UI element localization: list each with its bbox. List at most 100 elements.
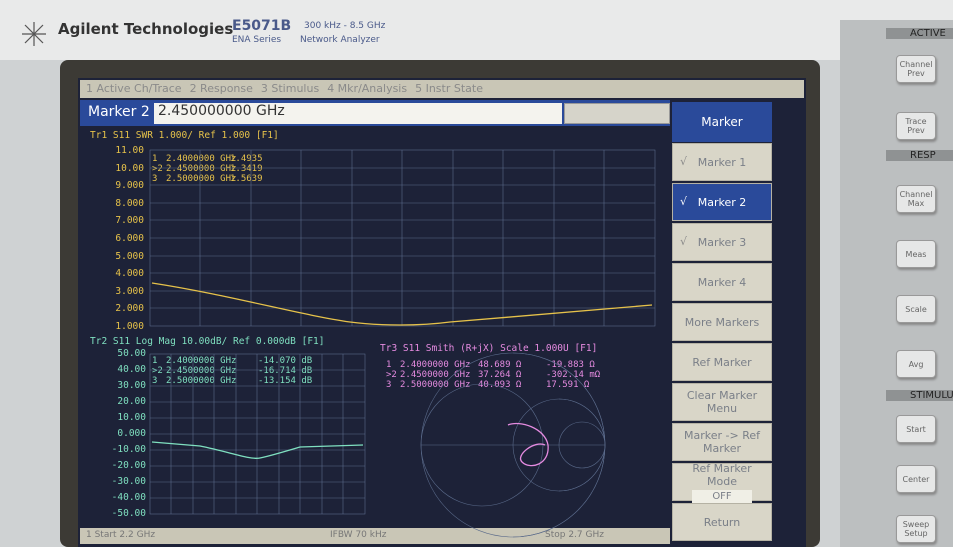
hw-button[interactable]: Meas bbox=[896, 240, 936, 268]
marker-cell: 1 bbox=[386, 360, 392, 370]
brand: Agilent Technologies bbox=[58, 20, 234, 38]
entry-buttons bbox=[564, 103, 670, 124]
y-tick-label: 5.000 bbox=[115, 250, 144, 262]
y-tick-label: 10.00 bbox=[115, 162, 144, 174]
softkey[interactable]: Marker 2 bbox=[672, 183, 772, 221]
softkey-label: Clear Marker Menu bbox=[686, 389, 758, 415]
softkey-label: Marker 1 bbox=[697, 155, 747, 169]
menu-item[interactable]: 3 Stimulus bbox=[260, 82, 320, 95]
softkey[interactable]: Ref Marker Mode OFF bbox=[672, 461, 772, 503]
y-tick-label: 1.000 bbox=[115, 321, 144, 332]
hw-button[interactable]: Scale bbox=[896, 295, 936, 323]
marker-cell: -13.154 dB bbox=[258, 376, 313, 386]
softkey[interactable]: Return bbox=[672, 503, 772, 541]
y-tick-label: 0.000 bbox=[117, 428, 146, 439]
y-tick-label: 50.00 bbox=[117, 348, 146, 359]
status-stop: Stop 2.7 GHz bbox=[545, 530, 604, 540]
y-tick-label: 6.000 bbox=[115, 233, 144, 244]
softkey[interactable]: Marker 3 bbox=[672, 223, 772, 261]
softkey[interactable]: Clear Marker Menu bbox=[672, 383, 772, 421]
y-tick-label: -30.00 bbox=[111, 476, 146, 487]
status-start: 1 Start 2.2 GHz bbox=[86, 530, 156, 540]
softkey-label: Return bbox=[703, 515, 741, 529]
trace-header: Tr1 S11 SWR 1.000/ Ref 1.000 [F1] bbox=[90, 130, 279, 141]
marker-cell: 1.3419 bbox=[230, 164, 263, 174]
menu-item[interactable]: 1 Active Ch/Trace bbox=[86, 82, 182, 95]
marker-cell: 2.5000000 GHz bbox=[166, 174, 237, 184]
y-tick-label: 8.000 bbox=[115, 197, 144, 209]
marker-cell: -16.714 dB bbox=[258, 366, 313, 376]
entry-label: Marker 2 bbox=[88, 104, 150, 120]
panel-group-title: RESP bbox=[886, 150, 953, 161]
model: E5071B bbox=[232, 18, 292, 34]
marker-cell: 2.4500000 GHz bbox=[166, 366, 237, 376]
softkey[interactable]: More Markers bbox=[672, 303, 772, 341]
softkey-label: Ref Marker Mode bbox=[692, 461, 752, 488]
y-tick-label: -20.00 bbox=[111, 460, 146, 471]
marker-cell: >2 bbox=[152, 366, 163, 376]
marker-cell: 1 bbox=[152, 356, 158, 366]
marker-cell: 48.689 Ω bbox=[478, 360, 522, 370]
trace-header: Tr2 S11 Log Mag 10.00dB/ Ref 0.000dB [F1… bbox=[90, 336, 325, 347]
marker-cell: >2 bbox=[152, 164, 163, 174]
marker-cell: 2.5000000 GHz bbox=[400, 380, 471, 390]
menu-bar bbox=[80, 80, 804, 98]
marker-cell: -19.883 Ω bbox=[546, 360, 595, 370]
entry-field[interactable]: 2.450000000 GHz bbox=[154, 103, 562, 124]
softkey[interactable]: Ref Marker bbox=[672, 343, 772, 381]
marker-cell: 2.4500000 GHz bbox=[166, 164, 237, 174]
y-tick-label: 11.00 bbox=[115, 145, 144, 156]
menu-item[interactable]: 5 Instr State bbox=[415, 82, 483, 95]
product: Network Analyzer bbox=[300, 35, 380, 45]
softkey[interactable]: Marker 4 bbox=[672, 263, 772, 301]
marker-cell: >2 bbox=[386, 370, 397, 380]
hw-button[interactable]: Center bbox=[896, 465, 936, 493]
menu-item[interactable]: 4 Mkr/Analysis bbox=[327, 82, 408, 95]
softkey-label: Marker 3 bbox=[697, 235, 747, 249]
y-tick-label: 10.00 bbox=[117, 412, 146, 423]
marker-cell: 3 bbox=[386, 380, 392, 390]
check: √ bbox=[680, 235, 688, 248]
marker-cell: 1.5639 bbox=[230, 174, 263, 184]
status-bar bbox=[80, 528, 670, 544]
check: √ bbox=[680, 195, 688, 208]
logo-mark bbox=[22, 22, 46, 46]
marker-cell: 1.4935 bbox=[230, 154, 263, 164]
series: ENA Series bbox=[232, 35, 282, 45]
trace-header: Tr3 S11 Smith (R+jX) Scale 1.000U [F1] bbox=[380, 343, 598, 354]
softkey[interactable]: Marker -> Ref Marker bbox=[672, 423, 772, 461]
softkey-label: Marker 4 bbox=[697, 275, 747, 289]
y-tick-label: -10.00 bbox=[111, 444, 146, 455]
side-panel bbox=[840, 20, 953, 547]
softkey-label: More Markers bbox=[684, 315, 760, 329]
hw-button[interactable]: Start bbox=[896, 415, 936, 443]
range: 300 kHz - 8.5 GHz bbox=[304, 21, 386, 31]
status-ifbw: IFBW 70 kHz bbox=[330, 530, 387, 540]
marker-cell: 40.093 Ω bbox=[478, 380, 522, 390]
y-tick-label: 4.000 bbox=[115, 268, 144, 280]
y-tick-label: 9.000 bbox=[115, 180, 144, 192]
y-tick-label: 40.00 bbox=[117, 364, 146, 375]
hw-button[interactable]: Trace Prev bbox=[896, 112, 936, 140]
softkey-label: Marker -> Ref Marker bbox=[684, 429, 760, 455]
marker-cell: 17.591 Ω bbox=[546, 380, 590, 390]
marker-cell: 3 bbox=[152, 376, 158, 386]
softkey-title: Marker bbox=[672, 102, 772, 142]
top-bezel bbox=[0, 0, 953, 60]
panel-group-title: ACTIVE bbox=[886, 28, 953, 39]
hw-button[interactable]: Avg bbox=[896, 350, 936, 378]
marker-cell: 1 bbox=[152, 154, 158, 164]
marker-cell: 2.4000000 GHz bbox=[166, 154, 237, 164]
y-tick-label: 30.00 bbox=[117, 380, 146, 391]
hw-button[interactable]: Channel Max bbox=[896, 185, 936, 213]
menu-item[interactable]: 2 Response bbox=[189, 82, 253, 95]
softkey[interactable]: Marker 1 bbox=[672, 143, 772, 181]
y-tick-label: 20.00 bbox=[117, 396, 146, 407]
y-tick-label: 3.000 bbox=[115, 285, 144, 297]
hw-button[interactable]: Sweep Setup bbox=[896, 515, 936, 543]
hw-button[interactable]: Channel Prev bbox=[896, 55, 936, 83]
check: √ bbox=[680, 155, 688, 168]
y-tick-label: -40.00 bbox=[111, 492, 146, 503]
